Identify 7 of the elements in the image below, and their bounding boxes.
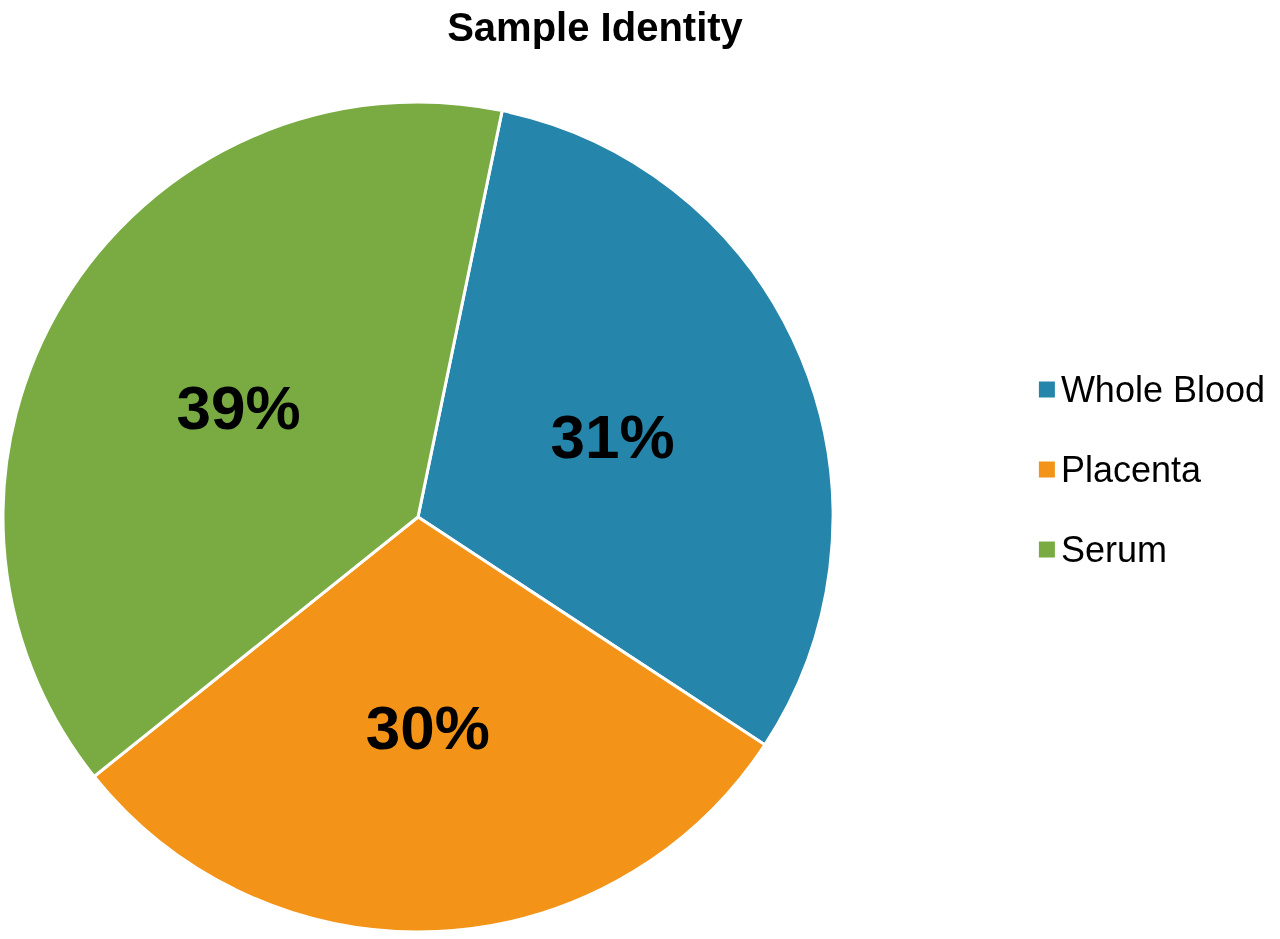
legend-label: Placenta [1060,449,1202,490]
chart-title: Sample Identity [447,5,744,49]
legend-label: Whole Blood [1060,369,1266,410]
data-label: 31% [550,401,675,471]
data-label: 39% [176,372,301,442]
legend-label: Serum [1060,529,1167,570]
data-label: 30% [365,692,490,762]
